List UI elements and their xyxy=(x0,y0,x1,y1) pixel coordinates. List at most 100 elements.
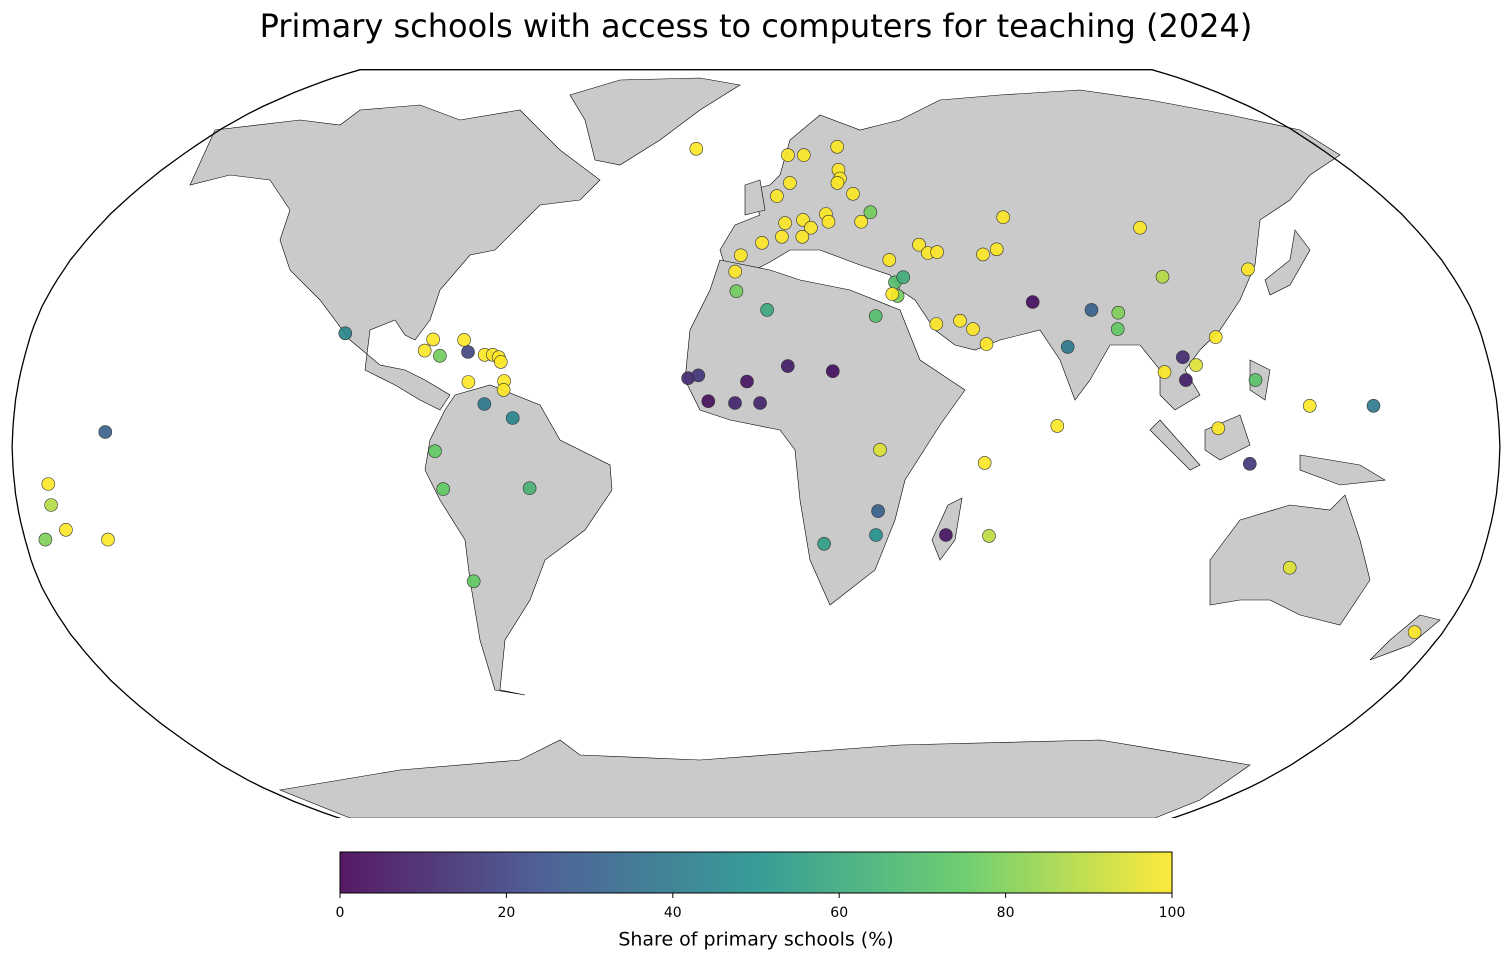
data-point xyxy=(496,383,511,397)
data-point xyxy=(457,333,471,347)
data-point xyxy=(778,216,792,230)
data-point xyxy=(755,236,769,250)
data-point xyxy=(1133,220,1147,235)
data-point xyxy=(775,230,789,244)
colorbar xyxy=(339,851,1173,894)
data-point xyxy=(869,528,883,542)
new-zealand xyxy=(1369,614,1441,661)
data-point xyxy=(871,504,885,518)
data-point xyxy=(753,396,767,410)
data-point xyxy=(505,411,520,425)
data-point xyxy=(929,317,944,331)
map xyxy=(11,69,1501,818)
data-point xyxy=(912,237,926,252)
data-point xyxy=(461,345,475,359)
data-point xyxy=(804,220,818,235)
antarctica xyxy=(278,739,1251,818)
data-point xyxy=(733,248,748,263)
data-point xyxy=(728,396,742,410)
data-point xyxy=(868,309,883,323)
new-guinea xyxy=(1299,454,1386,486)
data-point xyxy=(729,284,744,299)
data-point xyxy=(1179,373,1193,387)
data-point xyxy=(953,313,967,328)
data-point xyxy=(830,140,845,154)
data-point xyxy=(1176,350,1190,365)
sumatra xyxy=(1149,419,1201,471)
data-point xyxy=(1208,330,1223,344)
data-point xyxy=(976,247,990,262)
data-point xyxy=(522,481,537,496)
data-point xyxy=(885,287,900,301)
data-point xyxy=(1243,456,1257,471)
colorbar-tick-label: 40 xyxy=(664,905,682,921)
data-point xyxy=(740,374,754,389)
data-point xyxy=(825,364,840,379)
data-point xyxy=(966,322,980,336)
colorbar-ticks: 0 20 40 60 80 100 xyxy=(336,893,1186,921)
data-point xyxy=(493,355,508,369)
data-point xyxy=(59,522,73,537)
data-point xyxy=(863,205,878,219)
colorbar-label: Share of primary schools (%) xyxy=(618,929,893,951)
north-america xyxy=(189,104,601,411)
data-point xyxy=(977,456,992,470)
data-point xyxy=(466,574,481,589)
africa xyxy=(684,259,966,606)
data-point xyxy=(795,230,810,244)
land xyxy=(189,77,1441,818)
japan xyxy=(1264,229,1311,296)
data-point xyxy=(44,498,58,512)
data-point xyxy=(428,444,442,459)
data-point xyxy=(873,442,887,457)
data-point xyxy=(1110,322,1125,336)
data-point xyxy=(338,326,353,341)
data-point xyxy=(882,253,897,267)
data-point xyxy=(433,348,447,363)
data-point xyxy=(728,264,743,279)
data-point xyxy=(1282,560,1297,575)
data-point xyxy=(939,528,953,542)
data-point xyxy=(1084,303,1099,317)
data-point xyxy=(846,187,860,201)
data-point xyxy=(781,148,795,162)
data-point xyxy=(979,337,994,351)
data-point xyxy=(1241,262,1255,277)
data-point xyxy=(783,176,797,190)
data-point xyxy=(701,394,716,409)
data-point xyxy=(982,529,996,543)
data-point xyxy=(1111,305,1126,320)
chart-title: Primary schools with access to computers… xyxy=(260,7,1253,45)
data-point xyxy=(1155,269,1170,284)
greenland xyxy=(569,77,741,166)
data-point xyxy=(1302,398,1317,413)
data-point xyxy=(770,189,784,203)
data-point xyxy=(760,303,774,317)
data-point xyxy=(780,359,795,373)
australia xyxy=(1209,494,1371,626)
data-point xyxy=(1407,625,1422,640)
data-point xyxy=(426,332,440,347)
data-points xyxy=(38,140,1422,640)
data-point xyxy=(996,210,1011,224)
data-point xyxy=(796,148,811,162)
data-point xyxy=(854,214,869,229)
data-point xyxy=(1189,358,1203,372)
data-point xyxy=(1060,340,1075,354)
south-america xyxy=(424,384,613,696)
colorbar-tick-label: 100 xyxy=(1159,905,1186,921)
data-point xyxy=(1366,398,1381,413)
data-point xyxy=(1157,365,1172,379)
data-point xyxy=(817,536,831,551)
data-point xyxy=(41,477,56,491)
data-point xyxy=(1248,373,1263,387)
data-point xyxy=(461,375,476,389)
data-point xyxy=(417,343,432,358)
britain xyxy=(744,179,766,216)
data-point xyxy=(38,532,53,547)
data-point xyxy=(1050,419,1065,433)
data-point xyxy=(930,245,944,259)
data-point xyxy=(98,425,113,439)
data-point xyxy=(689,142,704,156)
